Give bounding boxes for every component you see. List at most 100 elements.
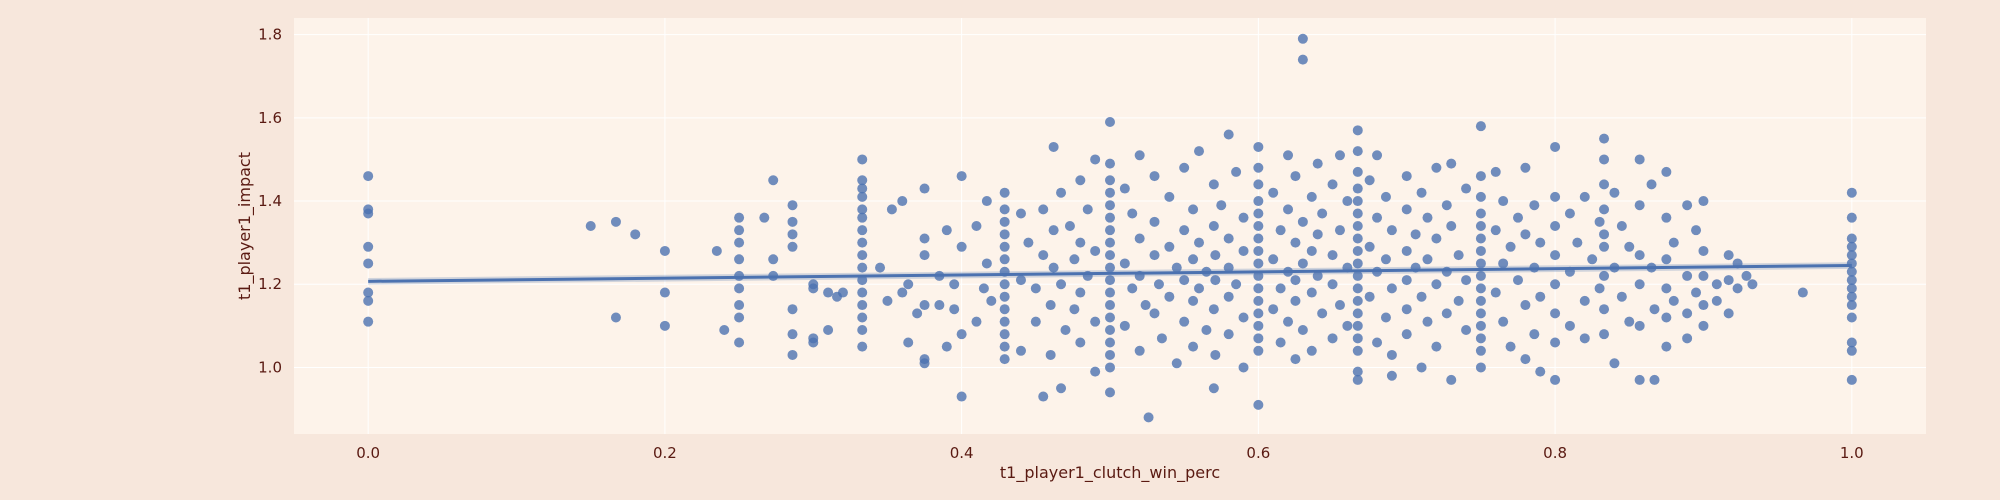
data-point (1045, 300, 1056, 311)
y-tick-label: 1.0 (258, 358, 282, 376)
data-point (1105, 275, 1115, 286)
data-point (1846, 312, 1857, 323)
data-point (1210, 250, 1221, 261)
data-point (1661, 254, 1672, 265)
data-point (768, 175, 779, 186)
data-point (1372, 212, 1383, 223)
data-point (1283, 316, 1294, 327)
data-point (1253, 333, 1264, 344)
data-point (1747, 279, 1758, 290)
data-point (1352, 183, 1363, 194)
data-point (1698, 196, 1709, 207)
data-point (1475, 345, 1486, 356)
data-point (919, 300, 930, 311)
data-point (1179, 162, 1190, 173)
x-axis-ticks: 0.0 0.2 0.4 0.6 0.8 1.0 (356, 444, 1863, 462)
data-point (1505, 241, 1516, 252)
data-point (999, 204, 1010, 215)
data-point (1075, 337, 1086, 348)
data-point (1105, 287, 1115, 298)
data-point (787, 329, 798, 340)
data-point (1352, 320, 1363, 331)
data-point (1609, 187, 1620, 198)
data-point (768, 254, 779, 265)
data-point (1698, 245, 1709, 256)
data-point (999, 187, 1010, 198)
data-point (787, 216, 798, 227)
data-point (1453, 295, 1464, 306)
data-point (1134, 345, 1145, 356)
data-point (1188, 254, 1199, 265)
data-point (857, 250, 868, 261)
data-point (1149, 216, 1160, 227)
data-point (903, 279, 914, 290)
x-tick-label: 1.0 (1840, 444, 1864, 462)
data-point (1253, 270, 1264, 281)
data-point (1208, 179, 1219, 190)
data-point (1352, 366, 1363, 377)
data-point (1475, 121, 1486, 132)
data-point (1846, 212, 1857, 223)
data-point (999, 216, 1010, 227)
data-point (956, 391, 967, 402)
data-point (1520, 354, 1531, 365)
data-point (1023, 237, 1034, 248)
data-point (808, 283, 819, 294)
data-point (999, 316, 1010, 327)
data-point (659, 320, 670, 331)
data-point (719, 325, 730, 335)
data-point (1060, 325, 1071, 335)
data-point (1253, 308, 1264, 319)
data-point (1698, 270, 1709, 281)
data-point (1317, 308, 1328, 319)
data-point (837, 287, 848, 298)
data-point (1364, 291, 1375, 302)
data-point (1682, 308, 1693, 319)
y-tick-label: 1.4 (258, 192, 282, 210)
data-point (734, 312, 745, 323)
data-point (1587, 254, 1598, 265)
data-point (1317, 208, 1328, 219)
data-point (1634, 200, 1645, 211)
data-point (1090, 316, 1101, 327)
data-point (1616, 291, 1627, 302)
data-point (1134, 150, 1145, 161)
data-point (1188, 204, 1199, 215)
data-point (1306, 245, 1317, 256)
data-point (1498, 316, 1509, 327)
data-point (1306, 287, 1317, 298)
data-point (1188, 341, 1199, 352)
data-point (1327, 250, 1338, 261)
data-point (1475, 308, 1486, 319)
data-point (857, 262, 868, 273)
data-point (734, 237, 745, 248)
data-point (1711, 279, 1722, 290)
data-point (1069, 254, 1080, 265)
data-point (1253, 283, 1264, 294)
data-point (1223, 129, 1234, 140)
data-point (1156, 333, 1167, 344)
data-point (1490, 287, 1501, 298)
data-point (1475, 362, 1486, 373)
data-point (949, 304, 960, 315)
data-point (1253, 233, 1264, 244)
data-point (857, 183, 868, 194)
data-point (1550, 191, 1561, 202)
data-point (1550, 141, 1561, 152)
data-point (1401, 204, 1412, 215)
data-point (610, 312, 621, 323)
data-point (1216, 200, 1227, 211)
data-point (1846, 291, 1857, 302)
data-point (363, 295, 374, 306)
data-point (1410, 229, 1421, 240)
data-point (1352, 233, 1363, 244)
data-point (1572, 237, 1583, 248)
data-point (919, 233, 930, 244)
data-point (1741, 270, 1752, 281)
data-point (1352, 125, 1363, 136)
data-point (1386, 283, 1397, 294)
data-point (1649, 374, 1660, 385)
data-point (1090, 245, 1101, 256)
data-point (1297, 258, 1308, 269)
data-point (1634, 374, 1645, 385)
